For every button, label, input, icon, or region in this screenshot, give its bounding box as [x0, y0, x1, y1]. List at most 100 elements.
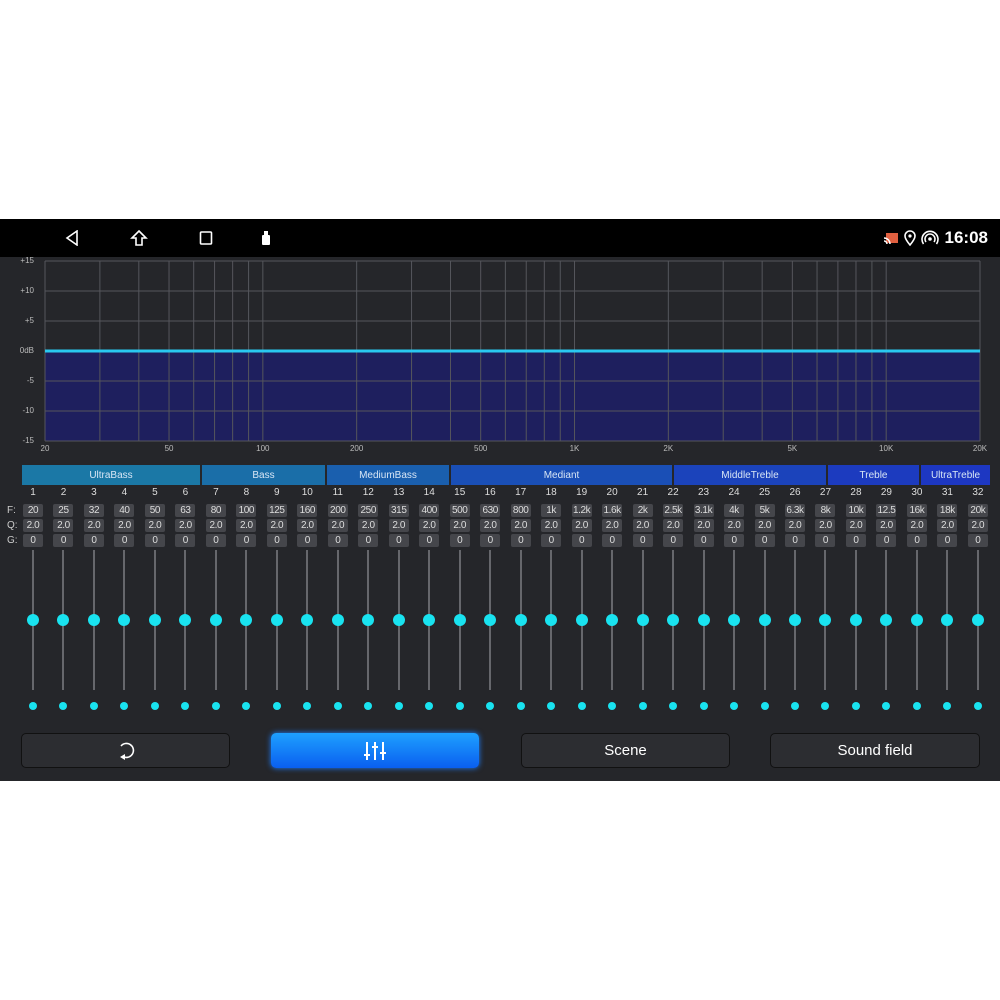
gain-value[interactable]: 0 — [541, 534, 562, 547]
channel-indicator-dot[interactable] — [547, 702, 556, 710]
freq-value[interactable]: 80 — [205, 504, 226, 517]
freq-value[interactable]: 10k — [845, 504, 866, 517]
channel-indicator-dot[interactable] — [669, 702, 678, 710]
gain-slider-knob[interactable] — [57, 614, 70, 626]
freq-value[interactable]: 400 — [419, 504, 440, 517]
gain-slider-knob[interactable] — [209, 614, 222, 626]
gain-value[interactable]: 0 — [23, 534, 43, 547]
freq-value[interactable]: 2.5k — [663, 504, 684, 517]
channel-indicator-dot[interactable] — [394, 702, 403, 710]
gain-value[interactable]: 0 — [358, 534, 379, 547]
gain-value[interactable]: 0 — [602, 534, 623, 547]
gain-value[interactable]: 0 — [419, 534, 440, 547]
gain-value[interactable]: 0 — [449, 534, 470, 547]
channel-indicator-dot[interactable] — [29, 702, 37, 710]
gain-slider-knob[interactable] — [880, 614, 893, 626]
freq-value[interactable]: 20k — [967, 504, 988, 517]
channel-indicator-dot[interactable] — [150, 702, 159, 710]
freq-value[interactable]: 8k — [815, 504, 836, 517]
freq-value[interactable]: 630 — [480, 504, 501, 517]
q-value[interactable]: 2.0 — [967, 519, 988, 532]
freq-value[interactable]: 1k — [541, 504, 562, 517]
q-value[interactable]: 2.0 — [724, 519, 745, 532]
gain-value[interactable]: 0 — [480, 534, 501, 547]
gain-slider-knob[interactable] — [636, 614, 649, 626]
freq-value[interactable]: 5k — [754, 504, 775, 517]
channel-indicator-dot[interactable] — [120, 702, 129, 710]
gain-value[interactable]: 0 — [724, 534, 745, 547]
gain-value[interactable]: 0 — [876, 534, 897, 547]
q-value[interactable]: 2.0 — [876, 519, 897, 532]
gain-slider-knob[interactable] — [423, 614, 436, 626]
freq-value[interactable]: 1.2k — [571, 504, 592, 517]
gain-value[interactable]: 0 — [53, 534, 74, 547]
freq-value[interactable]: 6.3k — [785, 504, 805, 517]
gain-value[interactable]: 0 — [663, 534, 684, 547]
gain-value[interactable]: 0 — [510, 534, 531, 547]
gain-slider-knob[interactable] — [545, 614, 558, 626]
q-value[interactable]: 2.0 — [144, 519, 165, 532]
freq-value[interactable]: 500 — [449, 504, 470, 517]
channel-indicator-dot[interactable] — [730, 702, 739, 710]
gain-slider-knob[interactable] — [484, 614, 497, 626]
q-value[interactable]: 2.0 — [297, 519, 318, 532]
freq-value[interactable]: 315 — [388, 504, 409, 517]
q-value[interactable]: 2.0 — [266, 519, 287, 532]
gain-value[interactable]: 0 — [754, 534, 775, 547]
channel-indicator-dot[interactable] — [638, 702, 647, 710]
gain-value[interactable]: 0 — [571, 534, 592, 547]
freq-value[interactable]: 12.5 — [876, 504, 897, 517]
q-value[interactable]: 2.0 — [602, 519, 623, 532]
gain-slider-knob[interactable] — [819, 614, 832, 626]
gain-slider-knob[interactable] — [971, 614, 984, 626]
gain-value[interactable]: 0 — [815, 534, 836, 547]
q-value[interactable]: 2.0 — [53, 519, 74, 532]
freq-value[interactable]: 100 — [236, 504, 257, 517]
channel-indicator-dot[interactable] — [272, 702, 281, 710]
q-value[interactable]: 2.0 — [236, 519, 257, 532]
gain-value[interactable]: 0 — [967, 534, 988, 547]
scene-button[interactable]: Scene — [521, 733, 730, 768]
q-value[interactable]: 2.0 — [937, 519, 958, 532]
gain-slider-knob[interactable] — [453, 614, 466, 626]
gain-value[interactable]: 0 — [205, 534, 226, 547]
gain-slider-knob[interactable] — [270, 614, 283, 626]
freq-value[interactable]: 16k — [906, 504, 927, 517]
channel-indicator-dot[interactable] — [364, 702, 373, 710]
channel-indicator-dot[interactable] — [303, 702, 312, 710]
gain-slider-knob[interactable] — [179, 614, 192, 626]
channel-indicator-dot[interactable] — [242, 702, 251, 710]
channel-indicator-dot[interactable] — [59, 702, 68, 710]
gain-slider-knob[interactable] — [789, 614, 801, 626]
gain-value[interactable]: 0 — [266, 534, 287, 547]
gain-slider-knob[interactable] — [118, 614, 131, 626]
reset-button[interactable] — [21, 733, 230, 768]
q-value[interactable]: 2.0 — [388, 519, 409, 532]
gain-slider-knob[interactable] — [758, 614, 771, 626]
gain-slider-knob[interactable] — [667, 614, 680, 626]
channel-indicator-dot[interactable] — [943, 702, 952, 710]
q-value[interactable]: 2.0 — [754, 519, 775, 532]
gain-slider-knob[interactable] — [87, 614, 100, 626]
gain-slider-knob[interactable] — [514, 614, 527, 626]
channel-indicator-dot[interactable] — [882, 702, 891, 710]
q-value[interactable]: 2.0 — [480, 519, 501, 532]
gain-slider-knob[interactable] — [606, 614, 619, 626]
channel-indicator-dot[interactable] — [455, 702, 464, 710]
sound-field-button[interactable]: Sound field — [770, 733, 980, 768]
back-icon[interactable] — [62, 228, 82, 248]
channel-indicator-dot[interactable] — [181, 702, 190, 710]
channel-indicator-dot[interactable] — [851, 702, 860, 710]
q-value[interactable]: 2.0 — [632, 519, 653, 532]
channel-indicator-dot[interactable] — [791, 702, 799, 710]
gain-slider-knob[interactable] — [697, 614, 710, 626]
channel-indicator-dot[interactable] — [760, 702, 769, 710]
gain-slider-knob[interactable] — [910, 614, 923, 626]
channel-indicator-dot[interactable] — [211, 702, 220, 710]
freq-value[interactable]: 4k — [724, 504, 745, 517]
q-value[interactable]: 2.0 — [114, 519, 135, 532]
gain-slider-knob[interactable] — [362, 614, 375, 626]
gain-slider-knob[interactable] — [301, 614, 314, 626]
gain-value[interactable]: 0 — [632, 534, 653, 547]
q-value[interactable]: 2.0 — [571, 519, 592, 532]
